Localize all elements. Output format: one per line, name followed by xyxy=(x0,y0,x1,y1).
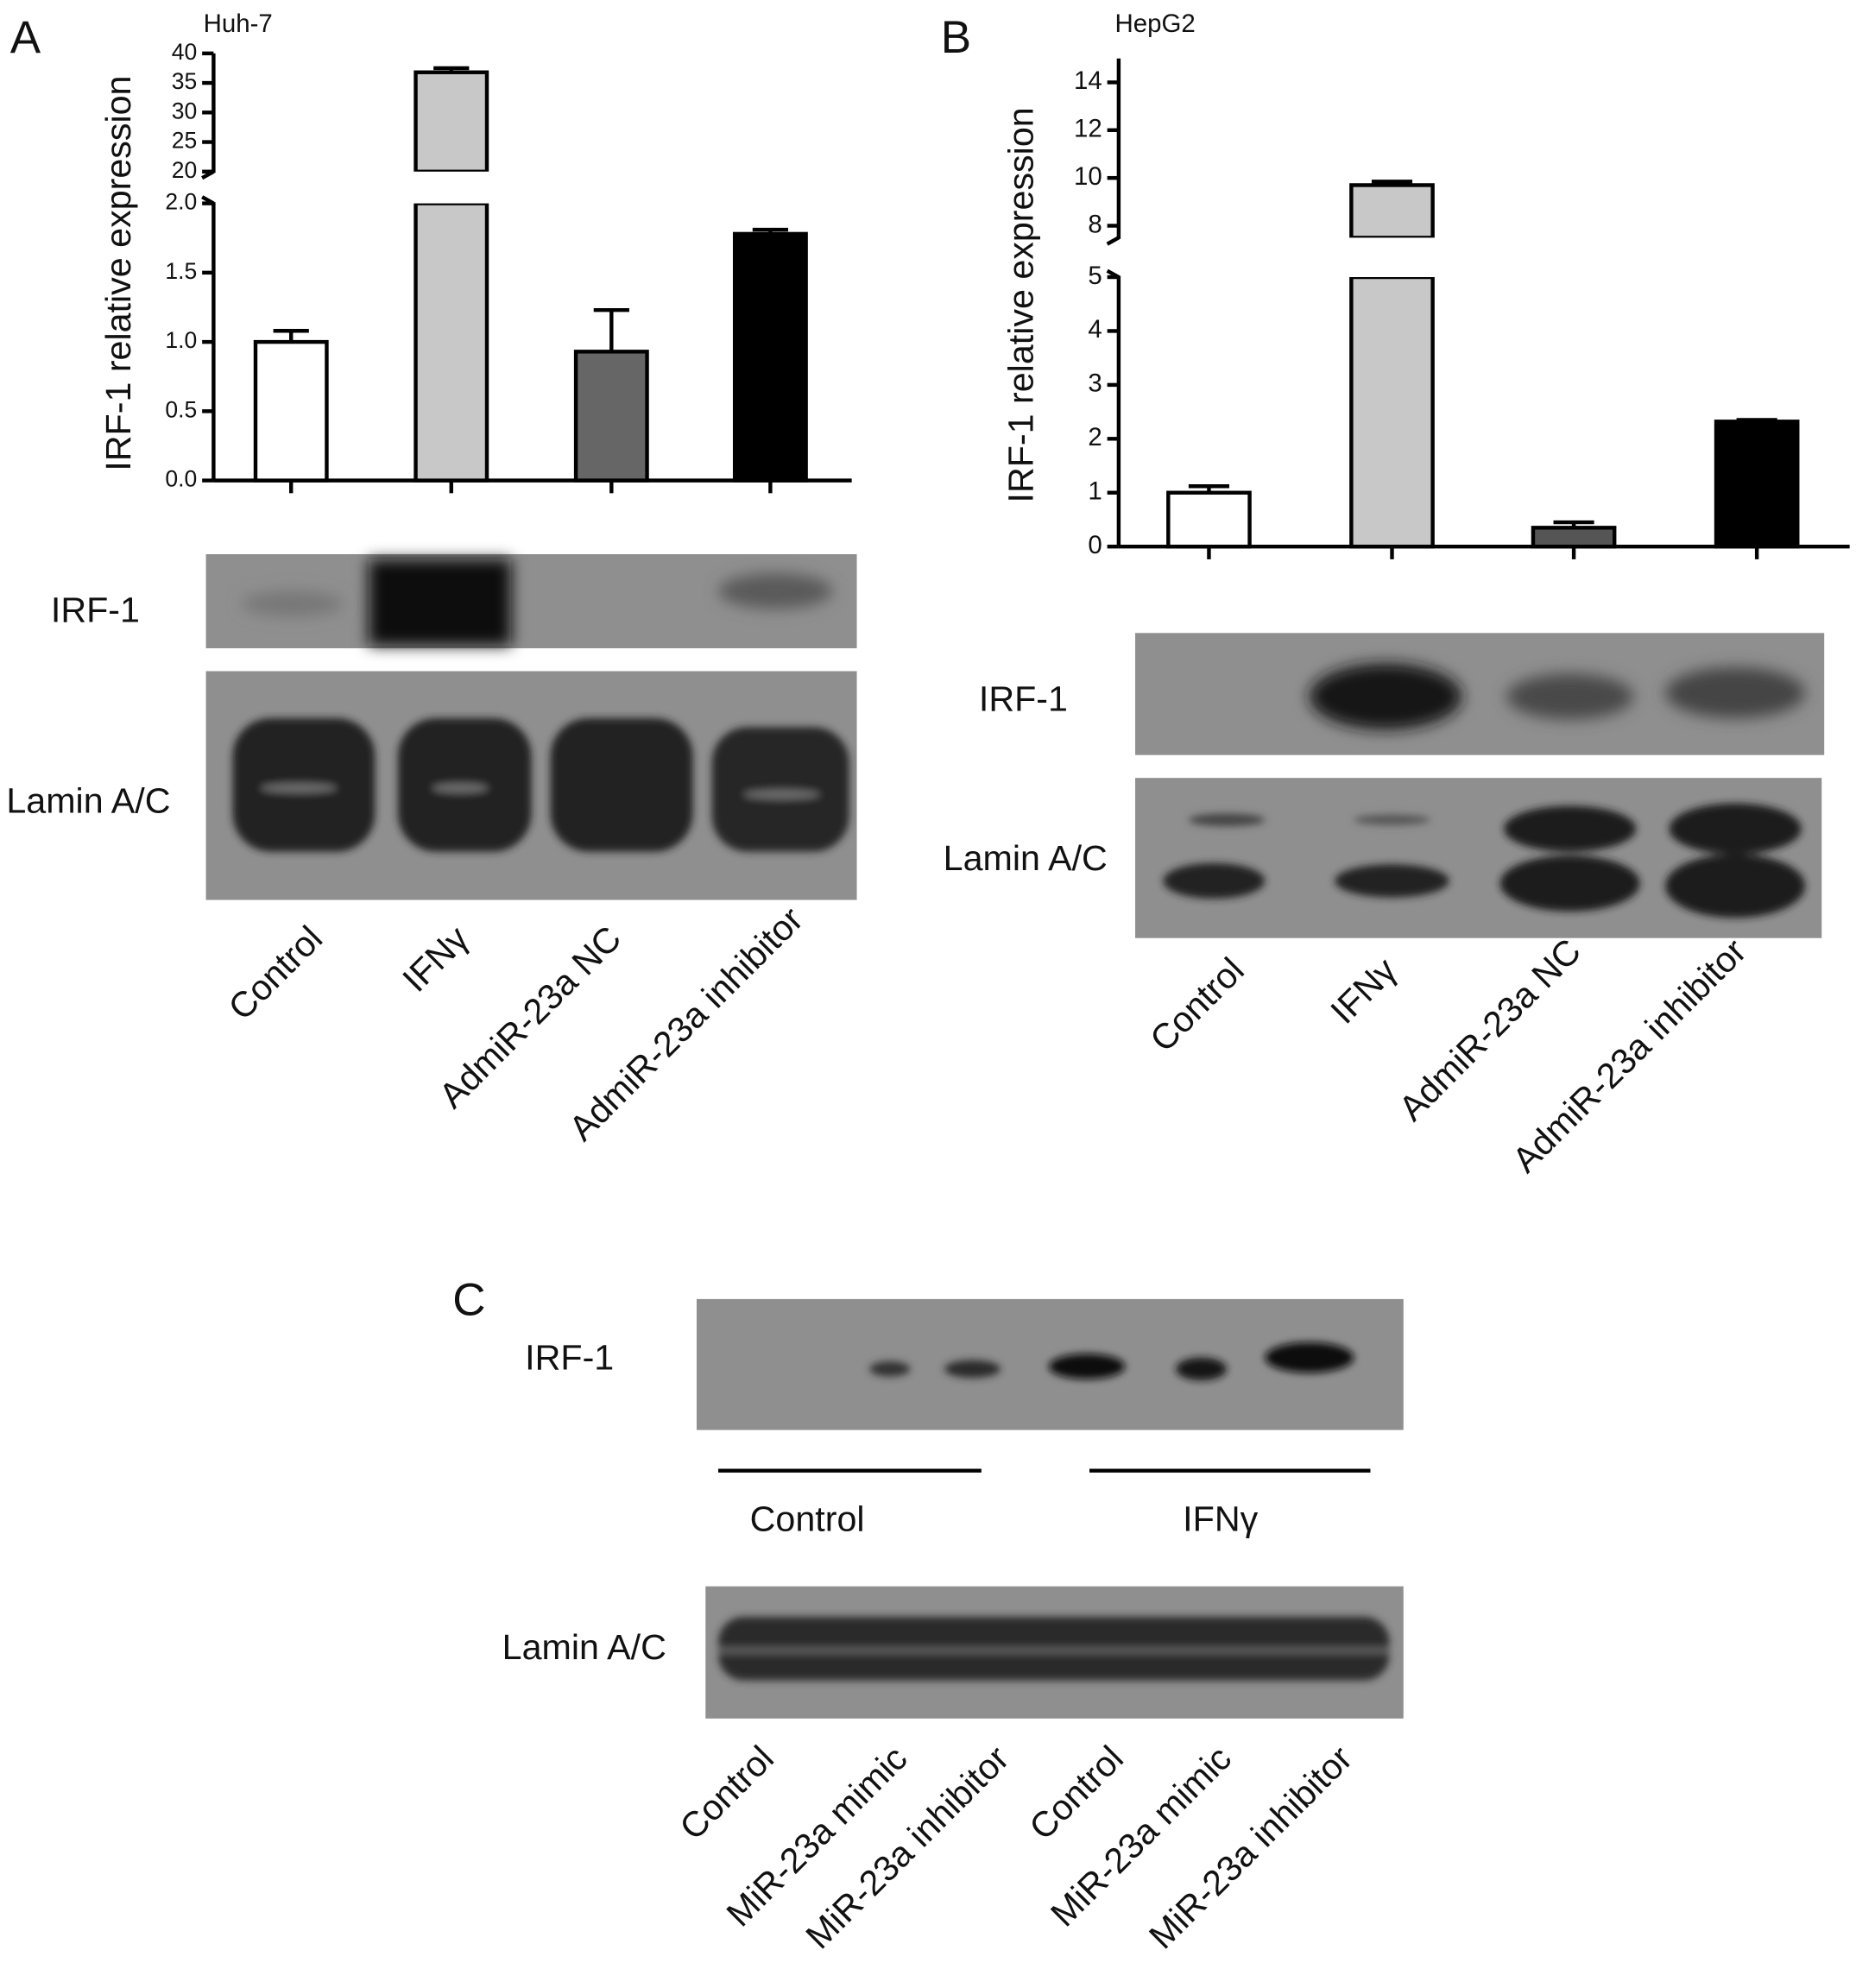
chart-title: Huh-7 xyxy=(204,9,273,38)
blot-b xyxy=(1135,633,1825,938)
y-tick-label: 1.0 xyxy=(165,327,197,353)
y-tick-label: 2 xyxy=(1088,423,1102,451)
lane-label: Control xyxy=(221,918,330,1027)
bar xyxy=(1714,420,1800,549)
bands xyxy=(718,1617,1390,1681)
lane-label: IFNγ xyxy=(1323,950,1405,1031)
panel-letter: C xyxy=(452,1274,485,1325)
bar xyxy=(1531,526,1617,549)
y-tick-label: 8 xyxy=(1088,210,1102,238)
chart-title: HepG2 xyxy=(1114,9,1195,38)
y-tick-label: 4 xyxy=(1088,315,1102,344)
row-label: IRF-1 xyxy=(51,590,140,630)
y-tick-label: 35 xyxy=(172,68,197,94)
y-tick-label: 1 xyxy=(1088,477,1102,506)
panel-letter: B xyxy=(941,12,971,63)
y-tick-label: 5 xyxy=(1088,262,1102,290)
row-label: Lamin A/C xyxy=(502,1627,666,1667)
y-tick-label: 0.5 xyxy=(165,396,197,422)
row-label: Lamin A/C xyxy=(944,838,1108,878)
bar xyxy=(1349,275,1435,549)
y-tick-label: 10 xyxy=(1074,162,1102,191)
y-tick-label: 2.0 xyxy=(165,189,197,215)
bands xyxy=(869,1341,1354,1381)
y-tick-label: 30 xyxy=(172,98,197,123)
y-tick-label: 40 xyxy=(172,39,197,65)
bands xyxy=(241,559,833,647)
bar xyxy=(253,339,329,483)
row-label: IRF-1 xyxy=(525,1337,614,1377)
bar xyxy=(573,350,649,483)
bands xyxy=(232,717,849,852)
bar xyxy=(732,231,808,483)
bar-gap xyxy=(412,171,491,204)
row-label: Lamin A/C xyxy=(6,781,170,821)
y-tick-label: 14 xyxy=(1074,66,1102,95)
group-label: Control xyxy=(750,1499,865,1538)
y-tick-label: 3 xyxy=(1088,369,1102,398)
lane-label: Control xyxy=(1021,1739,1130,1847)
y-tick-label: 25 xyxy=(172,128,197,154)
lane-label: Control xyxy=(1142,950,1251,1059)
y-axis-label: IRF-1 relative expression xyxy=(1001,107,1040,502)
blot-a xyxy=(205,554,857,900)
blot-c xyxy=(696,1298,1404,1719)
panel-letter: A xyxy=(10,12,41,63)
lane-label: Control xyxy=(672,1739,781,1847)
bar xyxy=(1166,490,1252,549)
lane-label: IFNγ xyxy=(395,918,477,1000)
axis-break xyxy=(1106,236,1120,246)
bar-gap xyxy=(1347,237,1437,278)
group-label: IFNγ xyxy=(1183,1499,1258,1538)
y-tick-label: 20 xyxy=(172,157,197,183)
bands xyxy=(1309,663,1806,730)
bar xyxy=(413,201,489,483)
y-tick-label: 0 xyxy=(1088,531,1102,559)
y-tick-label: 0.0 xyxy=(165,466,197,492)
y-tick-label: 1.5 xyxy=(165,258,197,284)
bar xyxy=(413,70,489,174)
y-axis-label: IRF-1 relative expression xyxy=(98,76,138,471)
y-tick-label: 12 xyxy=(1074,115,1102,143)
lane-label: MiR-23a inhibitor xyxy=(1141,1738,1360,1956)
bands xyxy=(1163,803,1806,918)
row-label: IRF-1 xyxy=(979,679,1068,719)
bar xyxy=(1349,183,1435,240)
